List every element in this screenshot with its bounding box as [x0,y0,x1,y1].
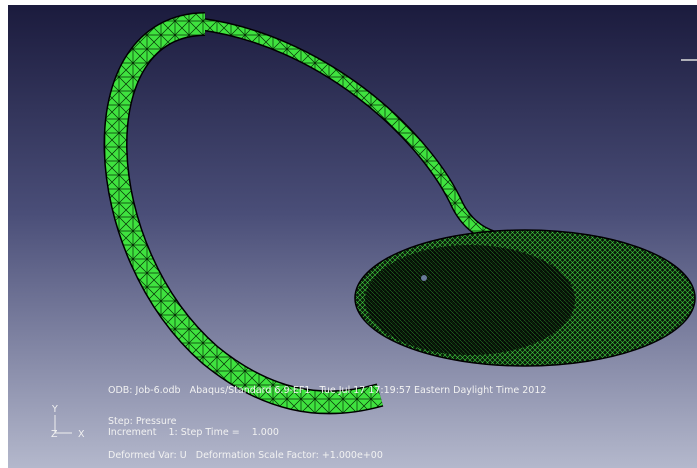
mesh-body-inner [365,245,575,355]
odb-info: ODB: Job-6.odb Abaqus/Standard 6.9-EF1 T… [108,385,546,396]
step-info: Step: Pressure [108,416,177,427]
deformed-info: Deformed Var: U Deformation Scale Factor… [108,450,383,461]
triad-label: Y [51,404,58,415]
node [421,275,427,281]
triad-label: X [78,429,85,440]
triad-label: Z [51,429,58,440]
abaqus-viewport-window: Y Z X ODB: Job-6.odb Abaqus/Standard 6.9… [0,0,697,468]
viewport: Y Z X ODB: Job-6.odb Abaqus/Standard 6.9… [0,0,697,468]
increment-info: Increment 1: Step Time = 1.000 [108,427,279,438]
